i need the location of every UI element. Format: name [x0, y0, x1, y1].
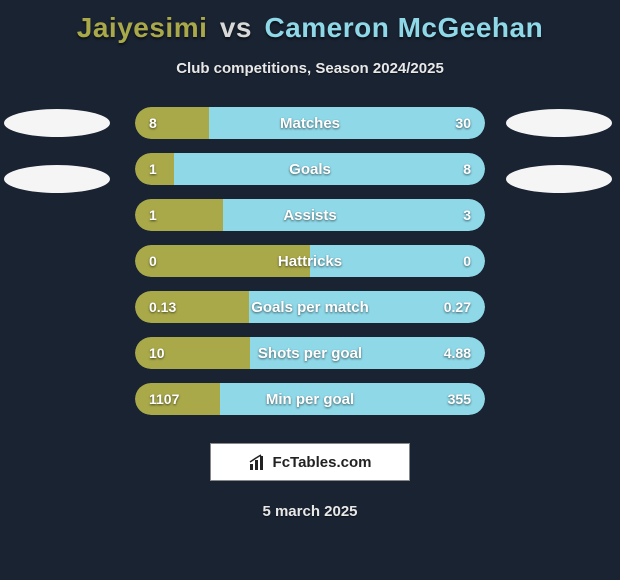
- title: Jaiyesimi vs Cameron McGeehan: [0, 0, 620, 44]
- stat-row: 1 3 Assists: [135, 199, 485, 231]
- p1-value: 8: [149, 115, 157, 131]
- p1-value: 1: [149, 161, 157, 177]
- chart-icon: [249, 453, 267, 471]
- p2-value: 8: [463, 161, 471, 177]
- vs-text: vs: [220, 12, 252, 43]
- p1-value: 1: [149, 207, 157, 223]
- stat-label: Goals: [289, 161, 331, 178]
- player1-badge: [4, 165, 110, 193]
- stat-row: 10 4.88 Shots per goal: [135, 337, 485, 369]
- stat-row: 0 0 Hattricks: [135, 245, 485, 277]
- footer-date: 5 march 2025: [0, 503, 620, 520]
- stat-label: Matches: [280, 115, 340, 132]
- stat-label: Shots per goal: [258, 345, 362, 362]
- player2-badge: [506, 109, 612, 137]
- player1-badge: [4, 109, 110, 137]
- player1-badges: [4, 109, 114, 193]
- player2-name: Cameron McGeehan: [264, 12, 543, 43]
- footer-brand-text: FcTables.com: [273, 454, 372, 471]
- p2-value: 4.88: [444, 345, 471, 361]
- footer-brand-badge: FcTables.com: [210, 443, 410, 481]
- comparison-chart: 8 30 Matches 1 8 Goals 1 3 Assists 0 0 Hattricks 0.1…: [0, 107, 620, 415]
- stat-row: 1107 355 Min per goal: [135, 383, 485, 415]
- player2-badge: [506, 165, 612, 193]
- stat-bars: 8 30 Matches 1 8 Goals 1 3 Assists 0 0 Hattricks 0.1…: [135, 107, 485, 415]
- stat-row: 8 30 Matches: [135, 107, 485, 139]
- p1-bar-fill: [135, 107, 209, 139]
- stat-row: 0.13 0.27 Goals per match: [135, 291, 485, 323]
- stat-label: Min per goal: [266, 391, 354, 408]
- stat-label: Goals per match: [251, 299, 369, 316]
- p1-value: 10: [149, 345, 165, 361]
- p2-value: 3: [463, 207, 471, 223]
- p2-value: 30: [455, 115, 471, 131]
- player1-name: Jaiyesimi: [77, 12, 208, 43]
- stat-label: Assists: [283, 207, 336, 224]
- player2-badges: [506, 109, 616, 193]
- p1-value: 1107: [149, 391, 179, 407]
- p2-bar-fill: [209, 107, 485, 139]
- p1-value: 0: [149, 253, 157, 269]
- p2-value: 355: [448, 391, 471, 407]
- p2-value: 0: [463, 253, 471, 269]
- stat-label: Hattricks: [278, 253, 342, 270]
- p2-value: 0.27: [444, 299, 471, 315]
- stat-row: 1 8 Goals: [135, 153, 485, 185]
- p1-value: 0.13: [149, 299, 176, 315]
- subtitle: Club competitions, Season 2024/2025: [0, 60, 620, 77]
- p2-bar-fill: [223, 199, 486, 231]
